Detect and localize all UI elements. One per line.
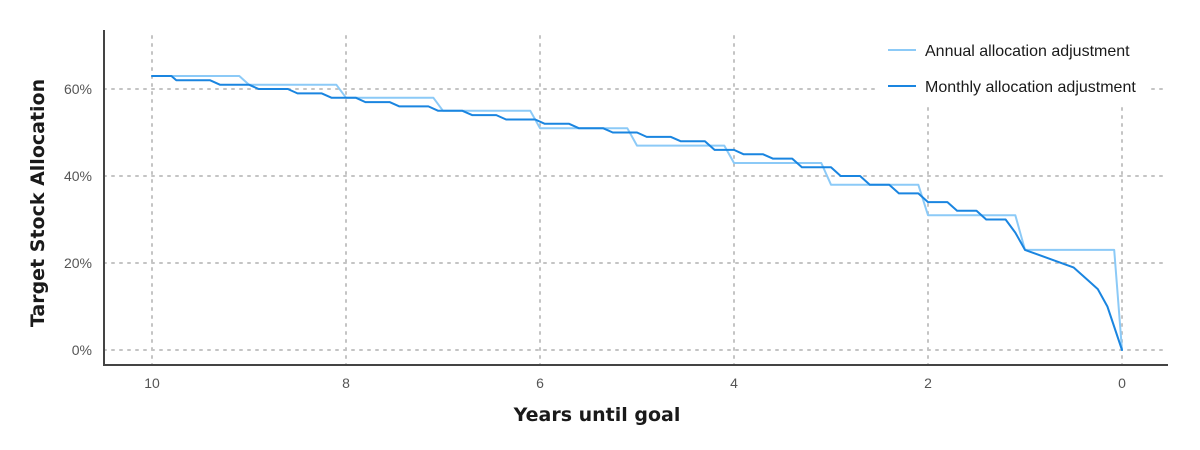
y-tick-label: 60% xyxy=(64,81,92,97)
x-tick-label: 0 xyxy=(1118,375,1126,391)
y-tick-label: 0% xyxy=(72,342,92,358)
y-tick-label: 40% xyxy=(64,168,92,184)
annual-adjustment-line xyxy=(151,75,1123,351)
y-axis-title: Target Stock Allocation xyxy=(27,79,49,327)
x-tick-label: 10 xyxy=(144,375,160,391)
x-tick-label: 2 xyxy=(924,375,932,391)
series-lines xyxy=(151,75,1123,351)
y-tick-label: 20% xyxy=(64,255,92,271)
monthly-adjustment-line xyxy=(151,75,1123,351)
axes xyxy=(103,30,1168,366)
x-tick-label: 6 xyxy=(536,375,544,391)
x-tick-label: 8 xyxy=(342,375,350,391)
legend-label: Annual allocation adjustment xyxy=(925,43,1130,60)
tick-labels: 0% 20% 40% 60% 10 8 6 4 2 0 xyxy=(64,81,1126,391)
legend: Annual allocation adjustment Monthly allo… xyxy=(878,34,1150,104)
x-tick-label: 4 xyxy=(730,375,738,391)
legend-label: Monthly allocation adjustment xyxy=(925,79,1136,96)
legend-background xyxy=(878,34,1150,104)
x-axis-title: Years until goal xyxy=(513,404,681,426)
